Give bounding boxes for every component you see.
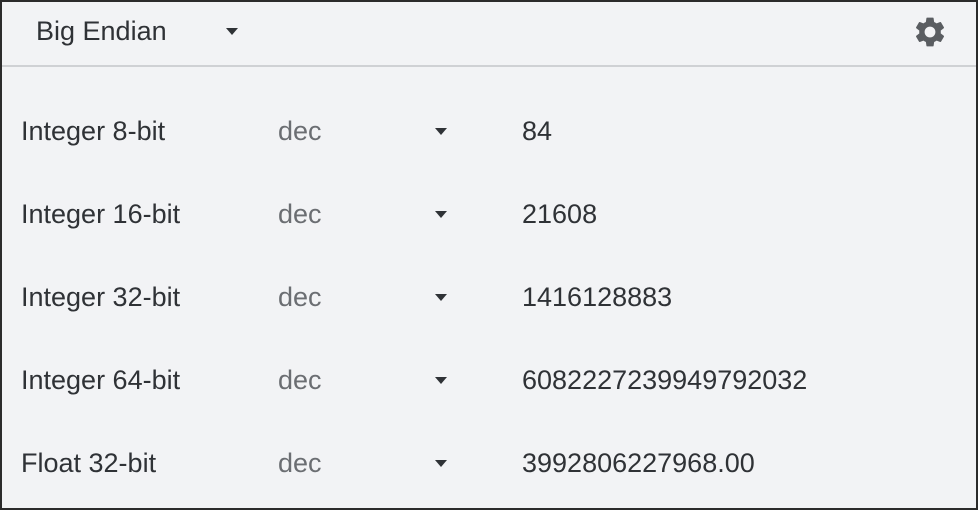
row-label: Integer 16-bit bbox=[21, 199, 181, 229]
row-label: Integer 8-bit bbox=[21, 116, 166, 146]
row-value: 6082227239949792032 bbox=[522, 365, 808, 395]
row-value: 3992806227968.00 bbox=[522, 448, 755, 478]
caret-down-icon bbox=[435, 128, 447, 135]
row-int8: Integer 8-bit dec 84 bbox=[2, 116, 976, 156]
row-value: 84 bbox=[522, 116, 553, 146]
row-label: Integer 32-bit bbox=[21, 282, 181, 312]
format-dropdown[interactable]: dec bbox=[278, 199, 458, 230]
endianness-value: Big Endian bbox=[36, 16, 167, 46]
format-value: dec bbox=[278, 365, 322, 395]
caret-down-icon bbox=[435, 211, 447, 218]
format-dropdown[interactable]: dec bbox=[278, 365, 458, 396]
format-value: dec bbox=[278, 116, 322, 146]
row-int64: Integer 64-bit dec 6082227239949792032 bbox=[2, 365, 976, 405]
format-value: dec bbox=[278, 199, 322, 229]
header: Big Endian bbox=[2, 2, 976, 67]
row-float32: Float 32-bit dec 3992806227968.00 bbox=[2, 448, 976, 488]
format-dropdown[interactable]: dec bbox=[278, 116, 458, 147]
row-label: Float 32-bit bbox=[21, 448, 157, 478]
gear-icon[interactable] bbox=[912, 14, 948, 50]
row-int16: Integer 16-bit dec 21608 bbox=[2, 199, 976, 239]
caret-down-icon bbox=[435, 294, 447, 301]
format-value: dec bbox=[278, 448, 322, 478]
endianness-dropdown[interactable]: Big Endian bbox=[36, 16, 238, 47]
caret-down-icon bbox=[435, 377, 447, 384]
row-int32: Integer 32-bit dec 1416128883 bbox=[2, 282, 976, 322]
format-dropdown[interactable]: dec bbox=[278, 448, 458, 479]
caret-down-icon bbox=[226, 28, 238, 35]
caret-down-icon bbox=[435, 460, 447, 467]
format-value: dec bbox=[278, 282, 322, 312]
format-dropdown[interactable]: dec bbox=[278, 282, 458, 313]
row-label: Integer 64-bit bbox=[21, 365, 181, 395]
row-value: 1416128883 bbox=[522, 282, 673, 312]
row-value: 21608 bbox=[522, 199, 598, 229]
